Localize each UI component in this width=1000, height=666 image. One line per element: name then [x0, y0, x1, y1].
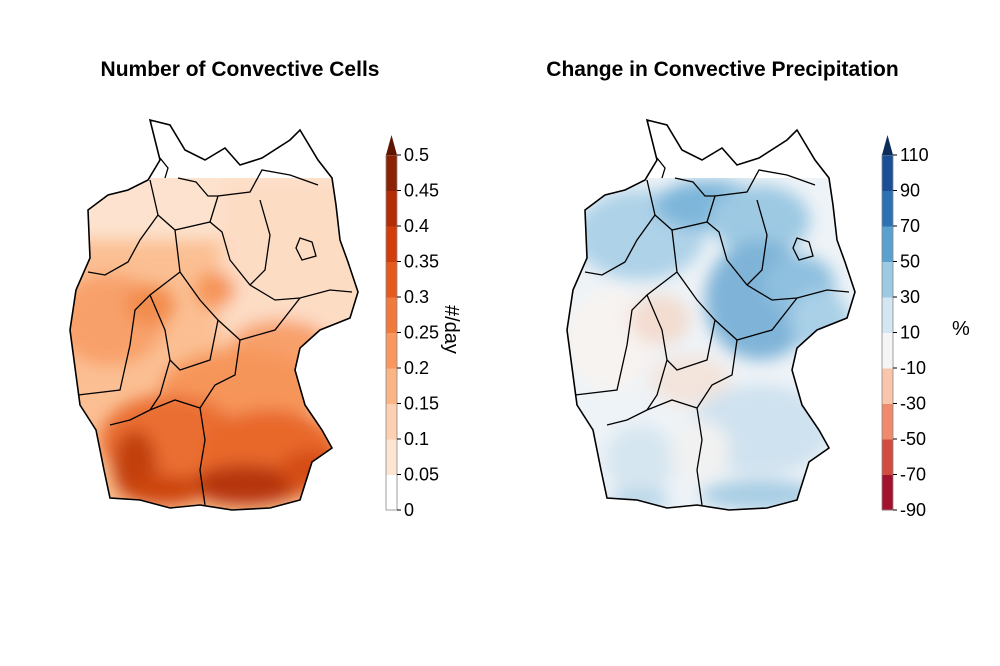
colorbar-segment — [882, 368, 893, 404]
colorbar-tick-label: -50 — [900, 429, 926, 449]
colorbar-segment — [386, 439, 397, 475]
colorbar-tick-label: 70 — [900, 216, 920, 236]
colorbar-extend-arrow — [386, 135, 397, 155]
colorbar-tick-label: 0.05 — [404, 465, 439, 485]
colorbar-tick-label: -70 — [900, 465, 926, 485]
colorbar-segment — [386, 155, 397, 191]
colorbar-segment — [386, 332, 397, 369]
colorbar-segment — [882, 332, 893, 369]
colorbar-tick-label: 30 — [900, 287, 920, 307]
colorbar-segment — [386, 261, 397, 298]
colorbar-segment — [882, 155, 893, 191]
colorbar-tick-label: 0.4 — [404, 216, 429, 236]
colorbar-tick-label: 10 — [900, 323, 920, 343]
colorbar-tick-label: -10 — [900, 358, 926, 378]
colorbar-tick-label: -90 — [900, 500, 926, 520]
colorbar-tick-label: 0.2 — [404, 358, 429, 378]
right-panel-title: Change in Convective Precipitation — [546, 58, 899, 81]
colorbar-tick-label: 50 — [900, 252, 920, 272]
right-colorbar-unit-label: % — [952, 318, 970, 340]
left-map — [69, 119, 359, 511]
colorbar-segment — [882, 226, 893, 262]
colorbar-tick-label: 90 — [900, 181, 920, 201]
colorbar-extend-arrow — [882, 135, 893, 155]
colorbar-segment — [882, 261, 893, 298]
left-panel-title: Number of Convective Cells — [100, 58, 380, 81]
colorbar-segment — [386, 403, 397, 440]
right-map-state-borders — [574, 157, 850, 506]
colorbar-tick-label: 110 — [900, 145, 929, 165]
colorbar-tick-label: 0.25 — [404, 323, 439, 343]
left-colorbar: 0 0.05 0.1 0.15 0.2 0.25 0.3 0.35 0.4 0.45 0.5 — [385, 135, 439, 520]
colorbar-tick-label: 0.5 — [404, 145, 429, 165]
colorbar-tick-label: -30 — [900, 394, 926, 414]
right-colorbar: -90 -70 -50 -30 -10 10 30 50 70 90 110 — [881, 135, 929, 520]
colorbar-segment — [882, 439, 893, 475]
colorbar-tick-label: 0.35 — [404, 252, 439, 272]
colorbar-tick-label: 0.45 — [404, 181, 439, 201]
colorbar-segment — [882, 297, 893, 333]
colorbar-segment — [386, 368, 397, 404]
colorbar-tick-label: 0.1 — [404, 429, 429, 449]
colorbar-segment — [386, 297, 397, 333]
colorbar-tick-label: 0.3 — [404, 287, 429, 307]
left-map-state-borders — [77, 157, 353, 506]
colorbar-segment — [882, 474, 893, 511]
colorbar-segment — [386, 190, 397, 227]
colorbar-segment — [882, 190, 893, 227]
colorbar-segment — [882, 403, 893, 440]
colorbar-tick-label: 0.15 — [404, 394, 439, 414]
right-map — [566, 119, 856, 511]
colorbar-segment — [386, 474, 397, 511]
colorbar-tick-label: 0 — [404, 500, 414, 520]
left-colorbar-unit-label: #/day — [440, 305, 462, 354]
colorbar-segment — [386, 226, 397, 262]
